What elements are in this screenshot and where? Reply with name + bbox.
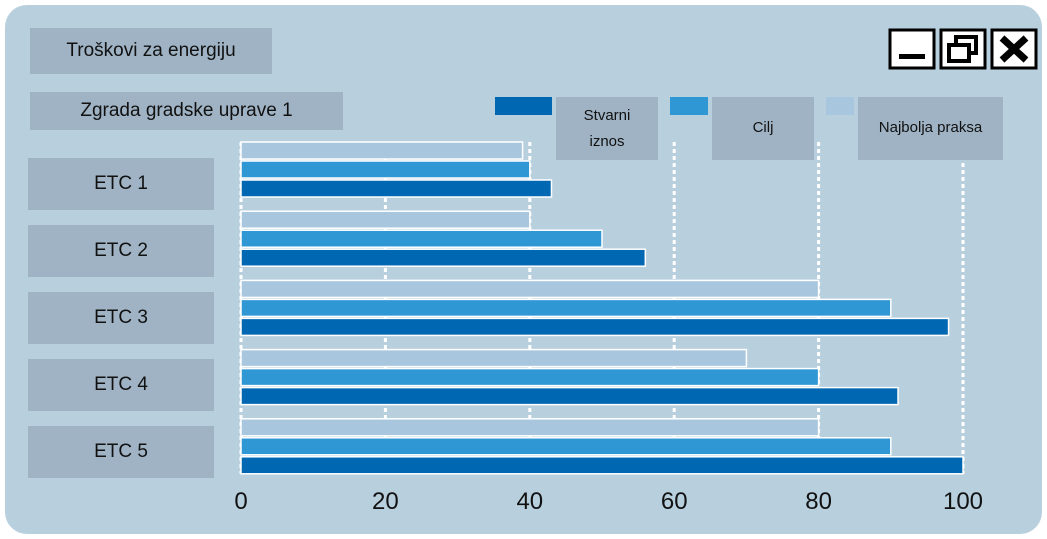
x-tick-label: 100 <box>943 488 983 515</box>
bar <box>240 386 899 406</box>
legend-swatch <box>826 97 854 115</box>
restore-icon <box>947 43 971 63</box>
minimize-icon <box>899 54 925 59</box>
x-tick-label: 80 <box>805 488 832 515</box>
legend-label: Cilj <box>712 97 814 160</box>
category-label: ETC 4 <box>28 359 214 411</box>
window-buttons <box>888 28 1038 70</box>
close-icon <box>999 35 1029 63</box>
bar <box>240 179 553 198</box>
x-tick-label: 40 <box>516 488 543 515</box>
bar <box>240 367 820 387</box>
bar <box>240 418 820 437</box>
bar <box>240 210 531 229</box>
bar <box>240 298 892 318</box>
bar <box>240 279 820 299</box>
chart-subtitle: Zgrada gradske uprave 1 <box>30 92 343 130</box>
bar <box>240 437 892 456</box>
x-tick-label: 20 <box>372 488 399 515</box>
category-label: ETC 2 <box>28 225 214 277</box>
x-tick-label: 0 <box>234 488 247 515</box>
bar <box>240 348 748 368</box>
bar <box>240 456 964 475</box>
bar <box>240 229 603 248</box>
bar <box>240 248 647 267</box>
category-label: ETC 3 <box>28 292 214 344</box>
bar <box>240 160 531 179</box>
x-tick-label: 60 <box>661 488 688 515</box>
legend-label: Najbolja praksa <box>858 97 1003 160</box>
legend-label: Stvarni iznos <box>556 97 658 160</box>
chart-title: Troškovi za energiju <box>30 28 272 74</box>
category-label: ETC 1 <box>28 158 214 210</box>
legend-swatch <box>495 97 552 115</box>
bar <box>240 317 950 337</box>
bar <box>240 141 524 160</box>
legend-swatch <box>670 97 708 115</box>
category-label: ETC 5 <box>28 426 214 478</box>
minimize-button[interactable] <box>888 28 936 70</box>
